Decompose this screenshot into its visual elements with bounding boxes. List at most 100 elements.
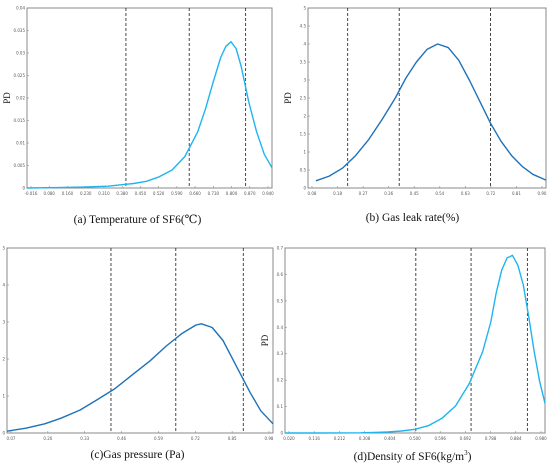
y-tick-label: 0	[22, 186, 25, 191]
x-tick-label: 0.36	[384, 191, 393, 196]
x-tick-label: 0.212	[334, 436, 346, 441]
panel-c: 0.07 0.20 0.33 0.46 0.59 0.72 0.85 0.98 0 1 2 3 4 5 PD…	[0, 236, 275, 472]
y-tick-label: 0.03	[16, 51, 25, 56]
y-tick-label: 4	[2, 283, 5, 288]
y-axis-label: PD	[283, 92, 293, 104]
x-tick-label: 0.59	[154, 436, 163, 441]
caption-d-superscript: 3	[464, 449, 468, 457]
x-tick-label: 0.07	[7, 436, 16, 441]
x-tick-label: 0.450	[135, 191, 147, 196]
y-tick-label: 1	[303, 150, 306, 155]
y-axis-label: PD	[260, 334, 270, 346]
x-tick-label: 0.230	[80, 191, 92, 196]
x-tick-label: 0.692	[460, 436, 472, 441]
x-tick-label: 0.940	[262, 191, 274, 196]
x-tick-label: -0.016	[25, 191, 38, 196]
plot-frame	[26, 7, 273, 189]
x-tick-label: 0.980	[535, 436, 547, 441]
panel-b: 0.08 0.18 0.27 0.36 0.45 0.54 0.63 0.72 0.81 0.90…	[275, 0, 550, 236]
caption-d-text: (d)Density of SF6(kg/m	[353, 450, 465, 463]
y-tick-label: 0.5	[277, 298, 284, 303]
y-tick-label: 0.005	[14, 163, 26, 168]
x-tick-label: 0.54	[435, 191, 444, 196]
caption-a: (a) Temperature of SF6(℃)	[0, 212, 275, 226]
x-tick-label: 0.660	[189, 191, 201, 196]
y-tick-label: 0.025	[14, 73, 26, 78]
caption-a-text: (a) Temperature of SF6(℃)	[73, 214, 202, 226]
y-tick-label: 4	[303, 42, 306, 47]
caption-d: (d)Density of SF6(kg/m3)	[275, 449, 550, 463]
x-tick-label: 0.85	[228, 436, 237, 441]
pd-curve	[6, 323, 274, 432]
x-tick-label: 0.160	[62, 191, 74, 196]
y-axis-label: PD	[2, 92, 12, 104]
caption-c: (c)Gas pressure (Pa)	[0, 449, 275, 461]
x-tick-label: 0.20	[43, 436, 52, 441]
x-tick-label: 0.90	[538, 191, 547, 196]
caption-b-text: (b) Gas leak rate(%)	[365, 212, 460, 224]
x-tick-label: 0.63	[461, 191, 470, 196]
x-tick-label: 0.116	[308, 436, 320, 441]
plot-frame	[6, 247, 274, 434]
x-tick-label: 0.98	[265, 436, 274, 441]
chart-b: 0.08 0.18 0.27 0.36 0.45 0.54 0.63 0.72 0.81 0.90…	[283, 6, 547, 197]
y-tick-label: 3	[2, 320, 5, 325]
x-tick-label: 0.870	[244, 191, 256, 196]
y-tick-label: 1.5	[300, 132, 307, 137]
x-tick-label: 0.72	[486, 191, 495, 196]
x-tick-label: 0.27	[359, 191, 368, 196]
y-tick-label: 3.5	[300, 60, 307, 65]
x-tick-label: 0.81	[512, 191, 521, 196]
x-tick-label: 0.730	[208, 191, 220, 196]
y-tick-label: 0.5	[300, 168, 307, 173]
x-tick-label: 0.404	[384, 436, 396, 441]
y-tick-label: 0.4	[277, 325, 284, 330]
y-tick-label: 0.2	[277, 378, 284, 383]
chart-d: 0.020 0.116 0.212 0.308 0.404 0.500 0.596 0.692…	[260, 246, 547, 442]
y-tick-label: 0.04	[16, 6, 25, 11]
y-tick-label: 3	[303, 78, 306, 83]
x-tick-label: 0.310	[98, 191, 110, 196]
x-tick-label: 0.08	[308, 191, 317, 196]
caption-c-text: (c)Gas pressure (Pa)	[90, 449, 185, 461]
x-tick-label: 0.18	[333, 191, 342, 196]
x-tick-label: 0.884	[510, 436, 522, 441]
y-tick-label: 5	[2, 246, 5, 251]
x-tick-label: 0.33	[80, 436, 89, 441]
chart-a: -0.016 0.080 0.160 0.230 0.310 0.380 0.450 0.52…	[2, 6, 274, 197]
x-tick-label: 0.500	[409, 436, 421, 441]
y-tick-label: 0.6	[277, 272, 284, 277]
y-tick-label: 0	[303, 186, 306, 191]
x-tick-label: 0.788	[485, 436, 497, 441]
x-tick-label: 0.46	[117, 436, 126, 441]
chart-c: 0.07 0.20 0.33 0.46 0.59 0.72 0.85 0.98 0 1 2 3 4 5 PD	[2, 246, 274, 442]
x-tick-label: 0.596	[434, 436, 446, 441]
x-tick-label: 0.380	[116, 191, 128, 196]
y-tick-label: 0.02	[16, 96, 25, 101]
caption-b: (b) Gas leak rate(%)	[275, 212, 550, 224]
x-tick-label: 0.308	[359, 436, 371, 441]
panel-a: -0.016 0.080 0.160 0.230 0.310 0.380 0.450 0.52…	[0, 0, 275, 236]
plot-frame	[284, 247, 546, 434]
plot-frame	[307, 7, 547, 189]
x-tick-label: 0.45	[410, 191, 419, 196]
y-tick-label: 5	[303, 6, 306, 11]
y-tick-label: 0	[280, 431, 283, 436]
x-tick-label: 0.800	[226, 191, 238, 196]
x-tick-label: 0.590	[171, 191, 183, 196]
y-tick-label: 0.1	[277, 404, 284, 409]
x-tick-label: 0.080	[44, 191, 56, 196]
y-tick-label: 0.7	[277, 246, 284, 251]
caption-d-end: )	[467, 450, 472, 463]
y-tick-label: 2	[303, 114, 306, 119]
x-tick-label: 0.520	[153, 191, 165, 196]
y-tick-label: 2	[2, 357, 5, 362]
x-tick-label: 0.020	[283, 436, 295, 441]
pd-curve	[315, 43, 547, 182]
y-tick-label: 0.035	[14, 28, 26, 33]
panel-d: 0.020 0.116 0.212 0.308 0.404 0.500 0.596 0.692…	[260, 236, 550, 472]
y-tick-label: 0.01	[16, 141, 25, 146]
y-tick-label: 0	[2, 431, 5, 436]
y-tick-label: 2.5	[300, 96, 307, 101]
pd-curve	[26, 41, 273, 189]
